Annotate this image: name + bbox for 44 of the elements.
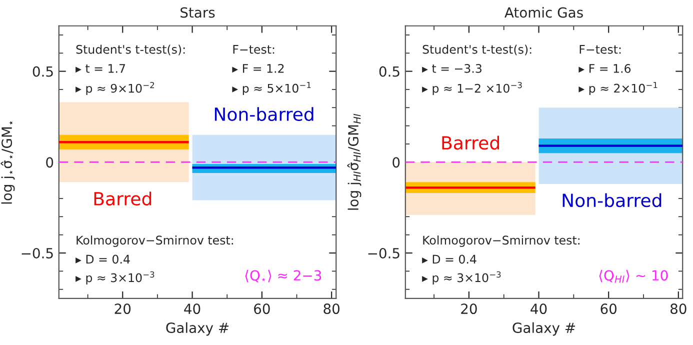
annotation: ▸ t = 1.7 [76,64,126,73]
annotation: ▸ p ≈ 3×10$^{−3}$ [76,271,154,284]
annotation: F−test: [233,45,274,54]
y-axis-title: log j$_{HI}$σ̂$_{HI}$/GM$_{HI}$ [347,114,362,210]
text: Barred [442,136,499,150]
annotation: ▸ p ≈ 2×10$^{−1}$ [578,82,658,96]
text: Barred [94,192,152,206]
annotation: Kolmogorov−Smirnov test: [423,235,580,247]
annotation: ▸ F = 1.2 [232,64,284,73]
text: Non-barred [214,107,314,122]
text: Non-barred [562,193,662,208]
x-tick-label: 60 [254,304,270,314]
y-tick-label: 0.5 [32,66,53,77]
chart-title: Stars [180,7,215,18]
y-axis-title: log j$_{⋆}$σ̂$_{⋆}$/GM$_{⋆}$ [0,121,15,204]
annotation: ▸ F = 1.6 [578,64,631,73]
x-axis-title: Galaxy # [166,322,229,336]
annotation: ▸ p ≈ 3×10$^{−3}$ [422,271,501,284]
annotation: Student's t-test(s): [422,44,532,56]
x-tick-label: 20 [114,304,131,314]
chart-title: Atomic Gas [504,6,583,18]
x-tick-label: 40 [184,304,200,314]
annotation: ▸ p ≈ 1−2 ×10$^{−3}$ [422,82,522,96]
annotation: ▸ D = 0.4 [422,254,476,264]
x-tick-label: 80 [670,304,686,314]
annotation: Kolmogorov−Smirnov test: [76,235,233,247]
x-axis-title: Galaxy # [512,322,576,336]
annotation: ⟨Q$_{⋆}$⟩ ≈ 2−3 [245,270,322,282]
annotation: ⟨Q$_{HI}$⟩ ∼ 10 [599,270,668,283]
annotation: Student's t-test(s): [76,44,185,56]
x-tick-label: 80 [324,304,340,314]
y-tick-label: 0 [392,157,400,168]
y-tick-label: 0.5 [379,66,400,77]
x-tick-label: 40 [530,304,547,314]
annotation: F−test: [580,45,621,54]
x-tick-label: 20 [461,304,477,314]
annotation: ▸ t = −3.3 [422,64,482,73]
y-tick-label: −0.5 [368,248,400,258]
y-tick-label: −0.5 [22,248,53,258]
annotation: ▸ D = 0.4 [76,254,130,264]
annotation: ▸ p ≈ 5×10$^{−1}$ [232,82,311,96]
annotation: ▸ p ≈ 9×10$^{−2}$ [76,82,154,96]
x-tick-label: 60 [600,304,617,314]
y-tick-label: 0 [46,157,54,168]
